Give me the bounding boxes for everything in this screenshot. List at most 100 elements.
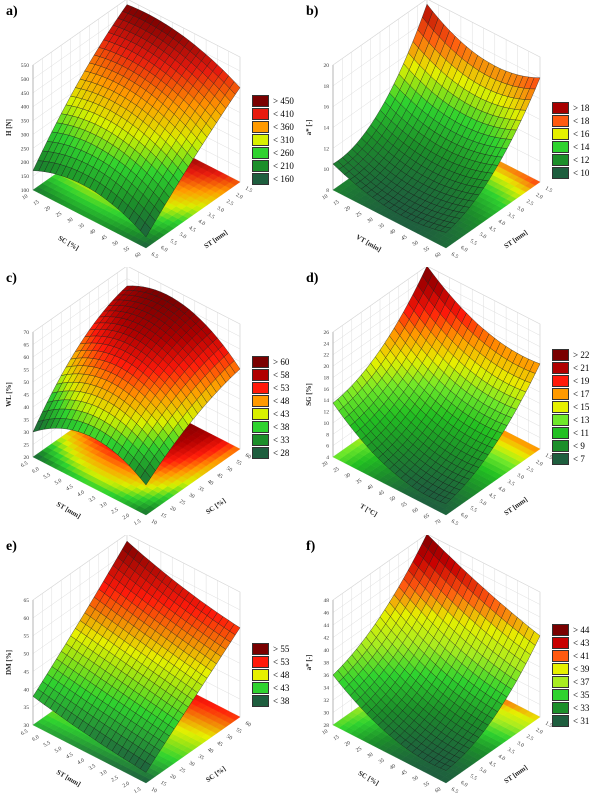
- u-axis-title: ST [mm]: [55, 768, 82, 788]
- legend-label: < 18: [573, 115, 590, 126]
- v-tick-label: 55: [235, 459, 243, 467]
- legend-swatch: [252, 381, 269, 394]
- u-tick-label: 2.0: [122, 781, 131, 790]
- legend-label: < 53: [273, 382, 290, 393]
- u-tick-label: 2.5: [110, 775, 119, 784]
- z-tick-label: 450: [21, 91, 30, 97]
- v-tick-label: 3.5: [206, 212, 215, 221]
- z-tick-label: 500: [21, 77, 30, 83]
- u-tick-label: 4.0: [77, 489, 86, 498]
- u-tick-label: 30: [66, 217, 74, 225]
- legend-swatch: [252, 695, 269, 707]
- legend-entry: < 17: [552, 388, 589, 401]
- panel-label: d): [306, 271, 319, 286]
- u-tick-label: 45: [378, 489, 386, 497]
- v-tick-label: 10: [150, 519, 158, 527]
- legend-entry: < 12: [552, 153, 589, 166]
- legend-swatch: [552, 127, 569, 140]
- legend-swatch: [552, 375, 569, 387]
- legend-entry: > 450: [252, 95, 294, 108]
- u-tick-label: 50: [412, 240, 420, 248]
- tick-labels: 4681012141618202224262025303540455055606…: [321, 330, 553, 527]
- z-tick-label: 40: [24, 405, 30, 411]
- v-tick-label: 20: [169, 773, 177, 781]
- legend-swatch: [252, 656, 269, 668]
- surface-cell: [439, 497, 452, 504]
- tick-labels: 20253035404550556065706.56.05.55.04.54.0…: [20, 330, 252, 527]
- legend-entry: > 60: [252, 355, 289, 368]
- legend-swatch: [552, 427, 569, 439]
- v-tick-label: 2.5: [225, 199, 234, 208]
- legend-label: < 38: [273, 421, 290, 432]
- panel-label: a): [6, 4, 18, 19]
- chart-panel-e: 30 35 40 45 50 55 60 65 6.5 6.0 5.5 5.0 4.5 4.0 3.5 3.0…: [0, 535, 300, 802]
- v-tick-label: 3.5: [506, 212, 515, 221]
- legend-entry: < 48: [252, 394, 289, 407]
- panel-label: c): [6, 271, 17, 286]
- u-tick-label: 60: [412, 507, 420, 515]
- v-tick-label: 50: [225, 466, 233, 474]
- z-tick-label: 18: [324, 375, 330, 381]
- legend-entry: > 22: [552, 349, 589, 362]
- u-tick-label: 4.5: [65, 752, 74, 761]
- u-axis-title: VT [min]: [355, 233, 383, 254]
- legend-swatch: [552, 114, 569, 127]
- legend-label: < 48: [273, 670, 290, 680]
- z-axis-title: H [N]: [5, 119, 13, 136]
- u-tick-label: 6.5: [20, 460, 29, 469]
- legend-label: < 17: [573, 389, 590, 399]
- legend-entry: < 11: [552, 427, 589, 440]
- z-tick-label: 4: [326, 455, 329, 461]
- legend-label: > 22: [573, 350, 590, 360]
- z-tick-label: 10: [324, 167, 330, 173]
- legend-label: < 12: [573, 154, 590, 165]
- chart-panel-a: 100 150 200 250 300 350 400 450 500 550 10 15 20 25 30…: [0, 0, 300, 267]
- legend-entry: < 9: [552, 440, 589, 453]
- legend-label: < 43: [273, 683, 290, 693]
- legend-swatch: [252, 121, 269, 133]
- v-tick-label: 1.5: [544, 453, 553, 462]
- legend-label: < 13: [573, 415, 590, 425]
- legend-entry: < 14: [552, 140, 589, 153]
- v-tick-label: 55: [235, 727, 243, 735]
- v-tick-label: 3.0: [516, 205, 525, 214]
- legend-swatch: [252, 420, 269, 433]
- u-tick-label: 55: [423, 246, 431, 254]
- response-surface: [32, 285, 241, 486]
- legend-swatch: [552, 453, 569, 465]
- u-axis-title: T [°C]: [358, 502, 378, 518]
- z-tick-label: 55: [24, 634, 30, 640]
- legend-label: < 260: [273, 148, 294, 158]
- v-tick-label: 30: [188, 760, 196, 768]
- u-tick-label: 35: [355, 478, 363, 486]
- legend-entry: < 19: [552, 375, 589, 388]
- z-tick-label: 100: [21, 188, 30, 194]
- legend-entry: < 410: [252, 108, 294, 121]
- z-tick-label: 55: [24, 368, 30, 374]
- legend-entry: < 28: [252, 446, 289, 459]
- legend-entry: < 33: [252, 433, 289, 446]
- z-tick-label: 6: [326, 444, 329, 450]
- legend-label: < 410: [273, 109, 294, 119]
- v-tick-label: 2.0: [235, 192, 244, 201]
- z-tick-label: 10: [324, 421, 330, 427]
- surface-plot: 30354045505560656.56.05.55.04.54.03.53.0…: [5, 535, 252, 795]
- u-tick-label: 30: [366, 217, 374, 225]
- legend-label: > 55: [273, 644, 290, 654]
- v-tick-label: 6.5: [150, 252, 159, 261]
- v-tick-label: 3.5: [506, 479, 515, 488]
- legend-label: < 10: [573, 167, 590, 178]
- legend-entry: < 15: [552, 401, 589, 414]
- legend-swatch: [252, 433, 269, 446]
- legend-swatch: [252, 355, 269, 368]
- legend-label: < 360: [273, 122, 294, 132]
- tick-labels: 30354045505560656.56.05.55.04.54.03.53.0…: [20, 598, 252, 795]
- v-tick-label: 6.0: [459, 512, 468, 521]
- z-tick-label: 22: [324, 353, 330, 359]
- u-tick-label: 6.0: [31, 466, 40, 475]
- legend: > 55 < 53 < 48 < 43 < 38: [252, 643, 289, 708]
- z-tick-label: 60: [24, 616, 30, 622]
- legend-label: < 19: [573, 376, 590, 386]
- v-tick-label: 5.0: [478, 499, 487, 508]
- gridline: [332, 535, 541, 601]
